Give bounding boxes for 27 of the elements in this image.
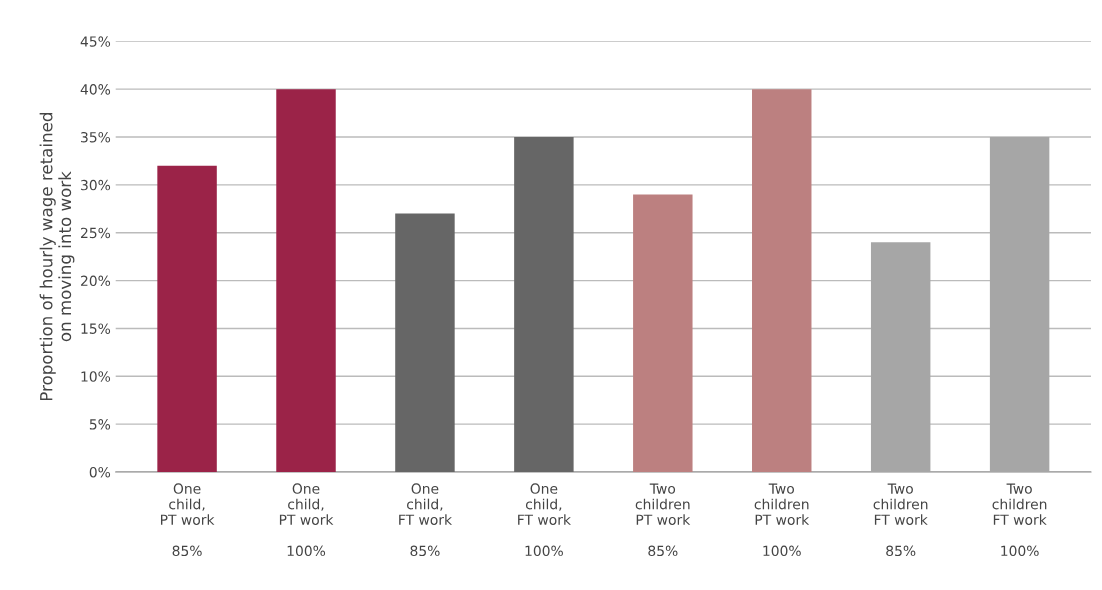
y-tick-label: 45% xyxy=(80,36,111,47)
bar xyxy=(276,89,336,472)
category-label: Two children FT work 85% xyxy=(873,483,928,557)
bar xyxy=(395,213,455,472)
y-tick-label: 35% xyxy=(81,131,111,143)
category-label: Two children FT work 100% xyxy=(992,483,1047,557)
bar xyxy=(989,137,1050,472)
y-tick-label: 20% xyxy=(81,275,111,287)
bar xyxy=(633,194,693,472)
y-tick-label: 25% xyxy=(81,227,111,239)
y-tick-label: 40% xyxy=(80,84,111,95)
category-label: One child, PT work 85% xyxy=(160,483,215,557)
category-label: One child, FT work 100% xyxy=(518,483,571,557)
category-label: Two children PT work 85% xyxy=(635,483,691,557)
y-tick-label: 5% xyxy=(89,419,111,430)
y-tick-label: 10% xyxy=(81,371,111,382)
bar xyxy=(514,137,574,472)
y-tick-label: 0% xyxy=(89,466,111,478)
category-label: Two children PT work 100% xyxy=(754,483,810,557)
bar xyxy=(752,89,812,472)
y-tick-label: 30% xyxy=(81,179,111,191)
bar xyxy=(157,165,217,472)
category-label: One child, FT work 85% xyxy=(399,483,453,557)
y-axis-title: Proportion of hourly wage retained on moving into work xyxy=(39,113,75,401)
bar xyxy=(870,242,931,472)
y-tick-label: 15% xyxy=(81,323,111,334)
category-label: One child, PT work 100% xyxy=(279,483,334,557)
